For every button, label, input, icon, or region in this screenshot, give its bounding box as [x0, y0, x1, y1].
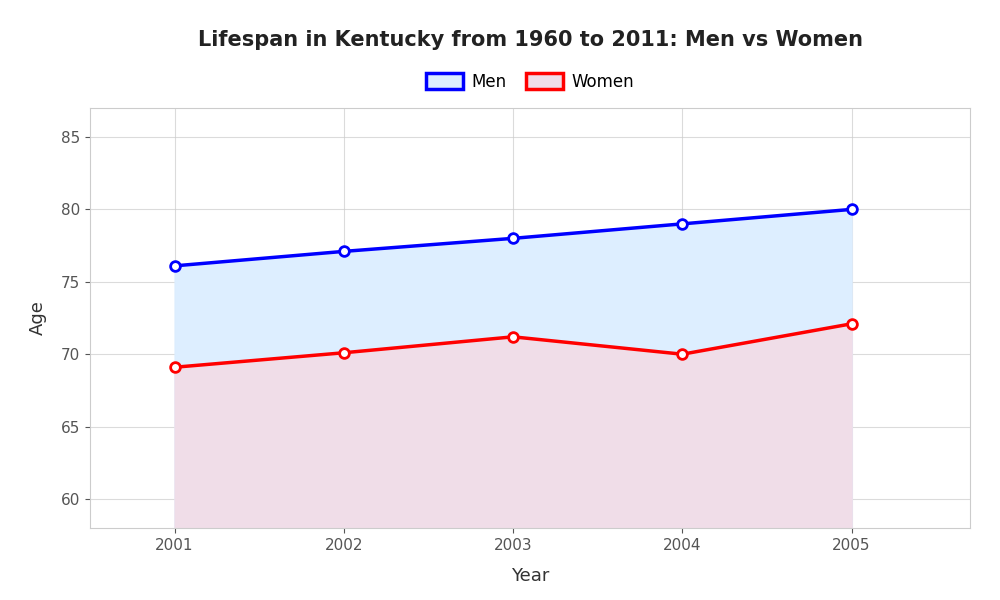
- Y-axis label: Age: Age: [29, 301, 47, 335]
- Legend: Men, Women: Men, Women: [419, 66, 641, 97]
- Title: Lifespan in Kentucky from 1960 to 2011: Men vs Women: Lifespan in Kentucky from 1960 to 2011: …: [198, 29, 862, 49]
- X-axis label: Year: Year: [511, 566, 549, 584]
